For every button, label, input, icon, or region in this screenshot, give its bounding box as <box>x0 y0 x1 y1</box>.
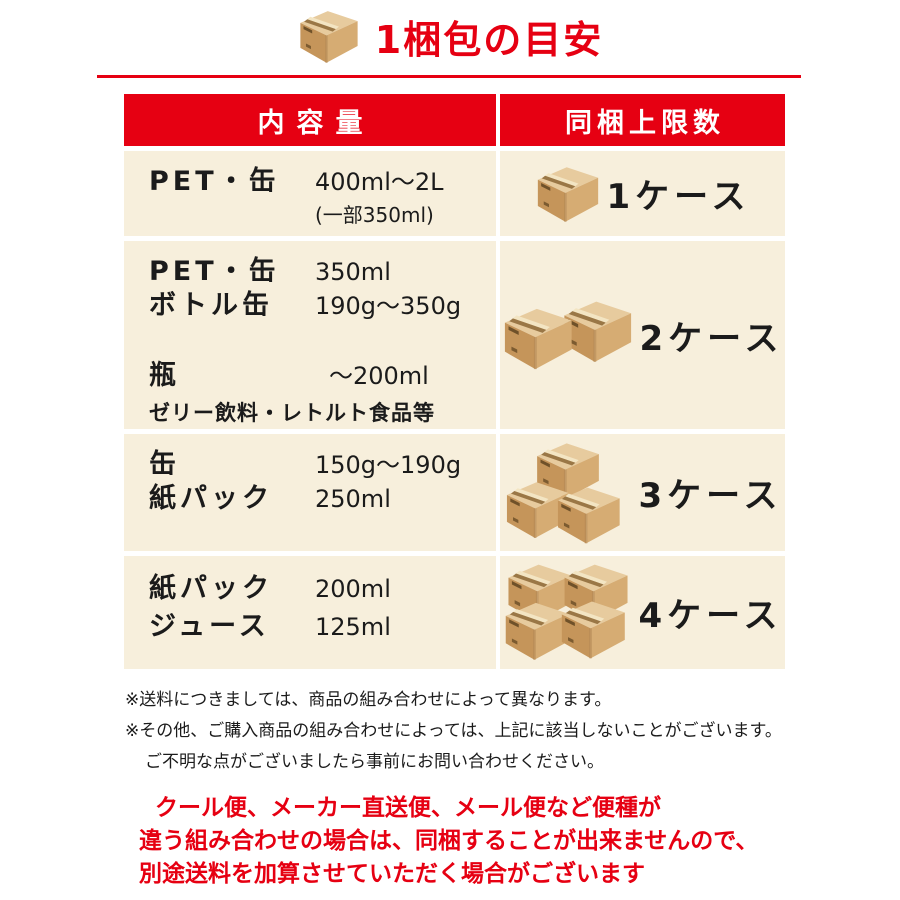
case-count-label: 3ケース <box>638 476 783 516</box>
row4-item2: ジュース 125ml <box>149 608 486 646</box>
row2-limit-cell: 2ケース <box>500 241 785 429</box>
footnotes: ※送料につきましては、商品の組み合わせによって異なります。 ※その他、ご購入商品… <box>125 685 900 778</box>
item-value: 190g〜350g <box>315 292 462 320</box>
case-count-label: 1ケース <box>606 177 751 217</box>
two-boxes-icon <box>504 301 631 370</box>
row1-limit-cell: 1ケース <box>500 151 785 236</box>
title-divider <box>97 75 801 78</box>
row2-item3: 瓶 〜200ml <box>149 359 486 393</box>
item-value: 250ml <box>315 485 391 513</box>
row3-limit-cell: 3ケース <box>500 434 785 551</box>
case-count-label: 4ケース <box>638 596 783 636</box>
package-limit-table: 内容量 同梱上限数 PET・缶 400ml〜2L (一部350ml) 1ケース … <box>124 94 785 669</box>
item-value: 400ml〜2L <box>315 168 444 196</box>
item-label: 缶 <box>149 449 180 480</box>
row3-content-cell: 缶 150g〜190g 紙パック 250ml <box>124 434 496 551</box>
row3-item1: 缶 150g〜190g <box>149 448 486 482</box>
item-value: 150g〜190g <box>315 451 462 479</box>
row2-item2: ボトル缶 190g〜350g <box>149 289 486 323</box>
footnote-contact-us: ご不明な点がございましたら事前にお問い合わせください。 <box>145 752 604 772</box>
row4-item1: 紙パック 200ml <box>149 570 486 608</box>
item-value: 200ml <box>315 575 391 603</box>
row2-spacer <box>149 323 486 359</box>
warning-line-3: 別途送料を加算させていただく場合がございます <box>139 861 645 887</box>
footnote-combination-exception: ※その他、ご購入商品の組み合わせによっては、上記に該当しないことがございます。 <box>125 721 782 741</box>
row1-item1: PET・缶 400ml〜2L <box>149 165 486 199</box>
row2-content-cell: PET・缶 350ml ボトル缶 190g〜350g 瓶 〜200ml ゼリー飲… <box>124 241 496 429</box>
three-boxes-icon <box>506 442 620 543</box>
item-label: PET・缶 <box>149 166 280 197</box>
row2-category-note: ゼリー飲料・レトルト食品等 <box>149 401 435 425</box>
item-value: 125ml <box>315 613 391 641</box>
one-box-icon <box>535 164 601 223</box>
item-label: PET・缶 <box>149 256 280 287</box>
case-count-label: 2ケース <box>639 318 784 359</box>
item-label: 紙パック <box>149 483 273 514</box>
item-value: 350ml <box>315 258 391 286</box>
row4-content-cell: 紙パック 200ml ジュース 125ml <box>124 556 496 669</box>
column-header-bundle-limit: 同梱上限数 <box>500 94 785 146</box>
package-guide-page: 1梱包の目安 内容量 同梱上限数 PET・缶 400ml〜2L (一部350ml… <box>0 8 900 900</box>
page-header: 1梱包の目安 <box>0 8 900 64</box>
item-value-note: (一部350ml) <box>315 203 434 227</box>
row1-item1-note-line: (一部350ml) <box>149 199 486 232</box>
footnote-shipping-fee: ※送料につきましては、商品の組み合わせによって異なります。 <box>125 690 612 710</box>
row1-content-cell: PET・缶 400ml〜2L (一部350ml) <box>124 151 496 236</box>
column-header-content-volume: 内容量 <box>124 94 496 146</box>
row4-limit-cell: 4ケース <box>500 556 785 669</box>
row3-item2: 紙パック 250ml <box>149 482 486 516</box>
warning-line-1: クール便、メーカー直送便、メール便など便種が <box>155 795 661 821</box>
item-label: ジュース <box>149 611 270 642</box>
item-label: ボトル缶 <box>149 290 273 321</box>
cardboard-box-icon <box>297 8 361 64</box>
red-warning-text: クール便、メーカー直送便、メール便など便種が 違う組み合わせの場合は、同梱するこ… <box>139 792 900 891</box>
item-value: 〜200ml <box>329 362 429 390</box>
item-label: 紙パック <box>149 573 273 604</box>
four-boxes-icon <box>505 564 628 660</box>
row2-item1: PET・缶 350ml <box>149 255 486 289</box>
page-title: 1梱包の目安 <box>374 17 604 62</box>
warning-line-2: 違う組み合わせの場合は、同梱することが出来ませんので、 <box>139 828 759 854</box>
item-label: 瓶 <box>149 360 180 391</box>
